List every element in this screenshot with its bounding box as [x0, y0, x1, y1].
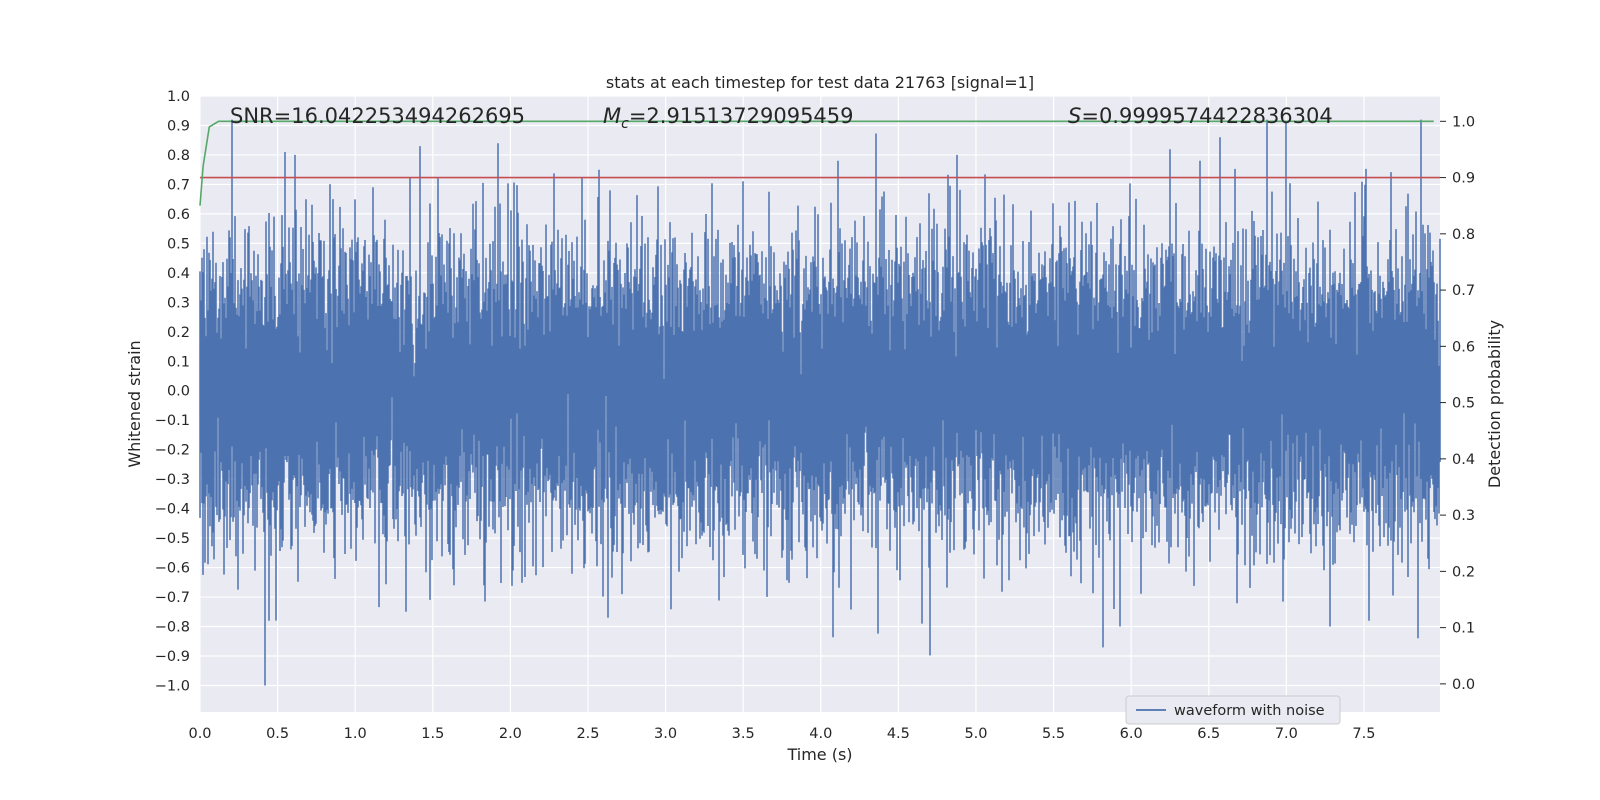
y-tick-label: 1.0	[167, 89, 190, 105]
y-tick-label: 0.7	[167, 177, 190, 193]
y-tick-label: −0.2	[155, 443, 190, 459]
x-tick-label: 5.0	[964, 726, 987, 742]
y2-tick-label: 0.9	[1452, 171, 1475, 187]
x-tick-label: 0.5	[266, 726, 289, 742]
legend-label-waveform: waveform with noise	[1174, 703, 1325, 719]
chirp-mass-value: =2.91513729095459	[629, 104, 854, 128]
y-tick-label: 0.5	[167, 236, 190, 252]
y-tick-label: −0.7	[155, 590, 190, 606]
x-tick-label: 6.5	[1197, 726, 1220, 742]
y2-tick-label: 0.0	[1452, 677, 1475, 693]
x-tick-label: 5.5	[1042, 726, 1065, 742]
y2-tick-label: 0.7	[1452, 283, 1475, 299]
x-tick-label: 1.0	[344, 726, 367, 742]
y2-tick-label: 0.3	[1452, 508, 1475, 524]
y2-tick-label: 1.0	[1452, 114, 1475, 130]
x-tick-label: 2.0	[499, 726, 522, 742]
y-tick-label: 0.6	[167, 207, 190, 223]
x-axis-label: Time (s)	[786, 745, 852, 764]
y-tick-label: −0.4	[155, 502, 190, 518]
x-tick-label: 0.0	[188, 726, 211, 742]
detection-stat-symbol: S	[1068, 104, 1081, 128]
x-tick-label: 2.5	[576, 726, 599, 742]
y2-tick-label: 0.8	[1452, 227, 1475, 243]
y2-tick-label: 0.2	[1452, 564, 1475, 580]
y-tick-label: 0.0	[167, 384, 190, 400]
y-tick-label: 0.9	[167, 118, 190, 134]
y2-tick-label: 0.6	[1452, 339, 1475, 355]
x-tick-label: 3.5	[732, 726, 755, 742]
y-tick-label: 0.1	[167, 354, 190, 370]
y2-tick-label: 0.1	[1452, 621, 1475, 637]
chart-figure: SNR=16.042253494262695 Mc=2.915137290954…	[0, 0, 1600, 800]
y-tick-label: −0.5	[155, 531, 190, 547]
y-tick-label: 0.4	[167, 266, 190, 282]
y2-tick-label: 0.5	[1452, 396, 1475, 412]
x-tick-label: 7.0	[1275, 726, 1298, 742]
y-tick-label: 0.2	[167, 325, 190, 341]
annotations: SNR=16.042253494262695 Mc=2.915137290954…	[230, 104, 1333, 132]
x-tick-label: 6.0	[1120, 726, 1143, 742]
x-tick-label: 7.5	[1352, 726, 1375, 742]
chart-title: stats at each timestep for test data 217…	[606, 73, 1034, 92]
y-tick-label: −0.8	[155, 620, 190, 636]
x-tick-label: 4.0	[809, 726, 832, 742]
y-axis-label: Whitened strain	[125, 340, 144, 467]
snr-annotation: SNR=16.042253494262695	[230, 104, 525, 128]
y-tick-label: −0.9	[155, 649, 190, 665]
y-tick-label: 0.8	[167, 148, 190, 164]
chirp-mass-annotation: Mc=2.91513729095459	[603, 104, 854, 132]
y-tick-label: 0.3	[167, 295, 190, 311]
y-tick-label: −0.3	[155, 472, 190, 488]
y-tick-label: −1.0	[155, 678, 190, 694]
y-tick-label: −0.1	[155, 413, 190, 429]
chirp-mass-symbol: M	[603, 104, 621, 128]
x-tick-label: 3.0	[654, 726, 677, 742]
y2-tick-label: 0.4	[1452, 452, 1475, 468]
x-tick-label: 1.5	[421, 726, 444, 742]
x-tick-label: 4.5	[887, 726, 910, 742]
detection-stat-annotation: S=0.9999574422836304	[1068, 104, 1333, 128]
y-tick-label: −0.6	[155, 561, 190, 577]
y2-axis-label: Detection probability	[1485, 320, 1504, 488]
legend: waveform with noise	[1126, 696, 1340, 724]
detection-stat-value: =0.9999574422836304	[1081, 104, 1332, 128]
